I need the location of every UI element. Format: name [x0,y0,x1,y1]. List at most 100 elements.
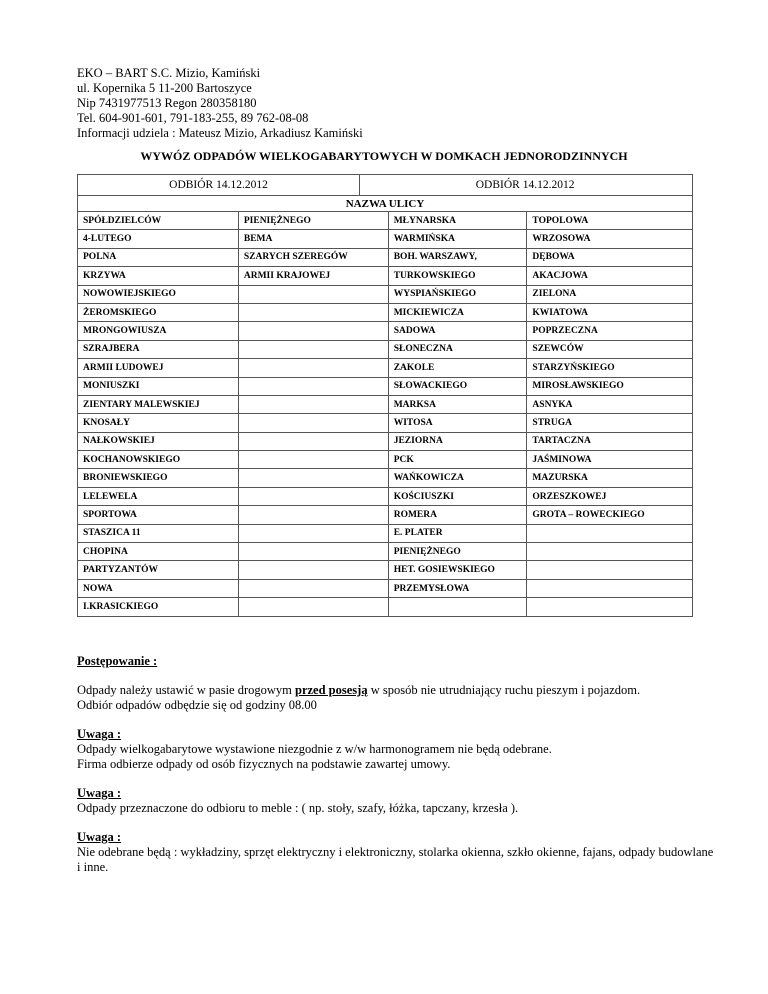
street-cell [237,523,389,544]
street-cell: STARZYŃSKIEGO [526,358,693,378]
company-tax-ids: Nip 7431977513 Regon 280358180 [77,96,257,110]
street-cell: WARMIŃSKA [387,229,528,249]
table-row: ZIENTARY MALEWSKIEJ MARKSA ASNYKA [77,394,693,415]
table-row: ARMII LUDOWEJ ZAKOLE STARZYŃSKIEGO [77,358,693,378]
warning-3-label: Uwaga : [77,830,122,844]
street-cell: PIENIĘŻNEGO [387,542,528,562]
street-cell [526,578,693,599]
street-cell: E. PLATER [387,523,528,544]
procedure-text: Odpady należy ustawić w pasie drogowym [77,683,295,697]
street-cell: TURKOWSKIEGO [387,266,528,286]
street-cell: PCK [387,450,528,470]
street-cell [237,376,389,396]
warning-2-text: Odpady przeznaczone do odbioru to meble … [77,801,519,815]
street-cell: POLNA [77,247,239,268]
street-cell: GROTA – ROWECKIEGO [526,505,693,525]
street-cell [237,339,389,360]
street-cell: ARMII KRAJOWEJ [237,266,389,286]
street-cell: ZIENTARY MALEWSKIEJ [77,394,239,415]
table-row: 4-LUTEGO BEMA WARMIŃSKA WRZOSOWA [77,229,693,249]
street-cell: MIROSŁAWSKIEGO [526,376,693,396]
pickup-time: Odbiór odpadów odbędzie się od godziny 0… [77,698,317,712]
street-cell: KNOSAŁY [77,413,239,433]
street-cell [526,560,693,580]
street-cell: ZAKOLE [387,358,528,378]
subheader-row: NAZWA ULICY [77,195,693,212]
street-cell: TOPOLOWA [526,210,693,231]
street-cell: HET. GOSIEWSKIEGO [387,560,528,580]
street-cell: KOCHANOWSKIEGO [77,450,239,470]
street-cell: BOH. WARSZAWY, [387,247,528,268]
street-cell [237,486,389,507]
street-cell: WYSPIAŃSKIEGO [387,284,528,304]
warning-1-line-1: Odpady wielkogabarytowe wystawione niezg… [77,742,552,756]
street-cell: SŁOWACKIEGO [387,376,528,396]
street-cell: SŁONECZNA [387,339,528,360]
street-cell: ZIELONA [526,284,693,304]
street-cell: TARTACZNA [526,431,693,452]
street-cell: SZRAJBERA [77,339,239,360]
street-cell [526,597,693,617]
table-row: STASZICA 11 E. PLATER [77,523,693,544]
table-row: NAŁKOWSKIEJ JEZIORNA TARTACZNA [77,431,693,452]
street-cell [237,597,389,617]
street-cell: NOWOWIEJSKIEGO [77,284,239,304]
street-cell [237,542,389,562]
street-cell [387,597,528,617]
street-cell: MONIUSZKI [77,376,239,396]
table-row: ŻEROMSKIEGO MICKIEWICZA KWIATOWA [77,302,693,323]
street-cell: LELEWELA [77,486,239,507]
street-cell [237,394,389,415]
street-cell: KOŚCIUSZKI [387,486,528,507]
street-schedule-table: ODBIÓR 14.12.2012 ODBIÓR 14.12.2012 NAZW… [77,174,694,617]
procedure-heading: Postępowanie : [77,654,158,668]
street-cell [237,413,389,433]
street-cell: MAZURSKA [526,468,693,488]
table-row: KRZYWA ARMII KRAJOWEJ TURKOWSKIEGO AKACJOWA [77,266,693,286]
street-cell: KRZYWA [77,266,239,286]
street-cell: DĘBOWA [526,247,693,268]
street-cell: SZEWCÓW [526,339,693,360]
warning-3-text: Nie odebrane będą : wykładziny, sprzęt e… [77,845,714,874]
street-cell: NAŁKOWSKIEJ [77,431,239,452]
street-cell: SPORTOWA [77,505,239,525]
company-header: EKO – BART S.C. Mizio, Kamiński ul. Kope… [77,66,363,141]
document-title: WYWÓZ ODPADÓW WIELKOGABARYTOWYCH W DOMKA… [140,149,628,163]
street-cell: BEMA [237,229,389,249]
company-name: EKO – BART S.C. Mizio, Kamiński [77,66,261,80]
table-row: MRONGOWIUSZA SADOWA POPRZECZNA [77,321,693,341]
pickup-date-right: ODBIÓR 14.12.2012 [388,174,694,196]
street-cell: ROMERA [387,505,528,525]
street-cell: MARKSA [387,394,528,415]
procedure-emphasis: przed posesją [295,683,368,697]
instructions: Postępowanie : Odpady należy ustawić w p… [77,654,717,889]
street-name-header: NAZWA ULICY [77,195,693,212]
pickup-date-row: ODBIÓR 14.12.2012 ODBIÓR 14.12.2012 [77,174,694,196]
street-cell: I.KRASICKIEGO [77,597,239,617]
street-cell: KWIATOWA [526,302,693,323]
table-row: I.KRASICKIEGO [77,597,693,617]
company-contact: Informacji udziela : Mateusz Mizio, Arka… [77,126,363,140]
street-cell [237,302,389,323]
warning-2-label: Uwaga : [77,786,122,800]
street-cell: WRZOSOWA [526,229,693,249]
street-cell: SZARYCH SZEREGÓW [237,247,389,268]
street-cell: MRONGOWIUSZA [77,321,239,341]
street-cell: ASNYKA [526,394,693,415]
street-cell: CHOPINA [77,542,239,562]
pickup-date-left: ODBIÓR 14.12.2012 [77,174,389,196]
table-row: PARTYZANTÓW HET. GOSIEWSKIEGO [77,560,693,580]
warning-1-line-2: Firma odbierze odpady od osób fizycznych… [77,757,451,771]
street-cell: SADOWA [387,321,528,341]
street-cell [237,284,389,304]
table-row: MONIUSZKI SŁOWACKIEGO MIROSŁAWSKIEGO [77,376,693,396]
street-cell: AKACJOWA [526,266,693,286]
street-cell [237,560,389,580]
table-row: NOWA PRZEMYSŁOWA [77,578,693,599]
table-row: NOWOWIEJSKIEGO WYSPIAŃSKIEGO ZIELONA [77,284,693,304]
company-phones: Tel. 604-901-601, 791-183-255, 89 762-08… [77,111,309,125]
street-cell: WAŃKOWICZA [387,468,528,488]
table-row: LELEWELA KOŚCIUSZKI ORZESZKOWEJ [77,486,693,507]
street-cell: NOWA [77,578,239,599]
